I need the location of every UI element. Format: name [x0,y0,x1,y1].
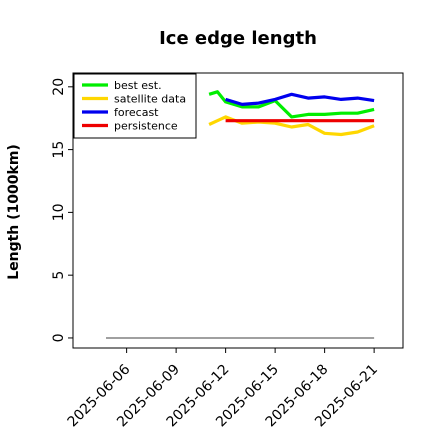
legend-label-best-est: best est. [114,79,162,92]
series-layer [208,90,375,137]
legend-label-persistence: persistence [114,119,178,132]
series-line-best-est [208,90,375,119]
y-tick-label: 10 [51,203,67,221]
y-tick-label: 15 [51,141,67,159]
legend-label-satellite-data: satellite data [114,92,186,105]
y-axis-label: Length (1000km) [6,144,22,280]
series-line-forecast [225,92,375,107]
y-tick-label: 5 [51,271,67,280]
x-axis: 2025-06-062025-06-092025-06-122025-06-15… [65,348,381,430]
y-axis: 0 5 10 15 20 [51,78,73,342]
legend: best est.satellite dataforecastpersisten… [73,73,197,139]
y-tick-label: 0 [51,333,67,342]
legend-label-forecast: forecast [114,106,159,119]
y-tick-label: 20 [51,78,67,96]
series-line-satellite-data [208,115,375,137]
chart-title: Ice edge length [159,28,317,49]
